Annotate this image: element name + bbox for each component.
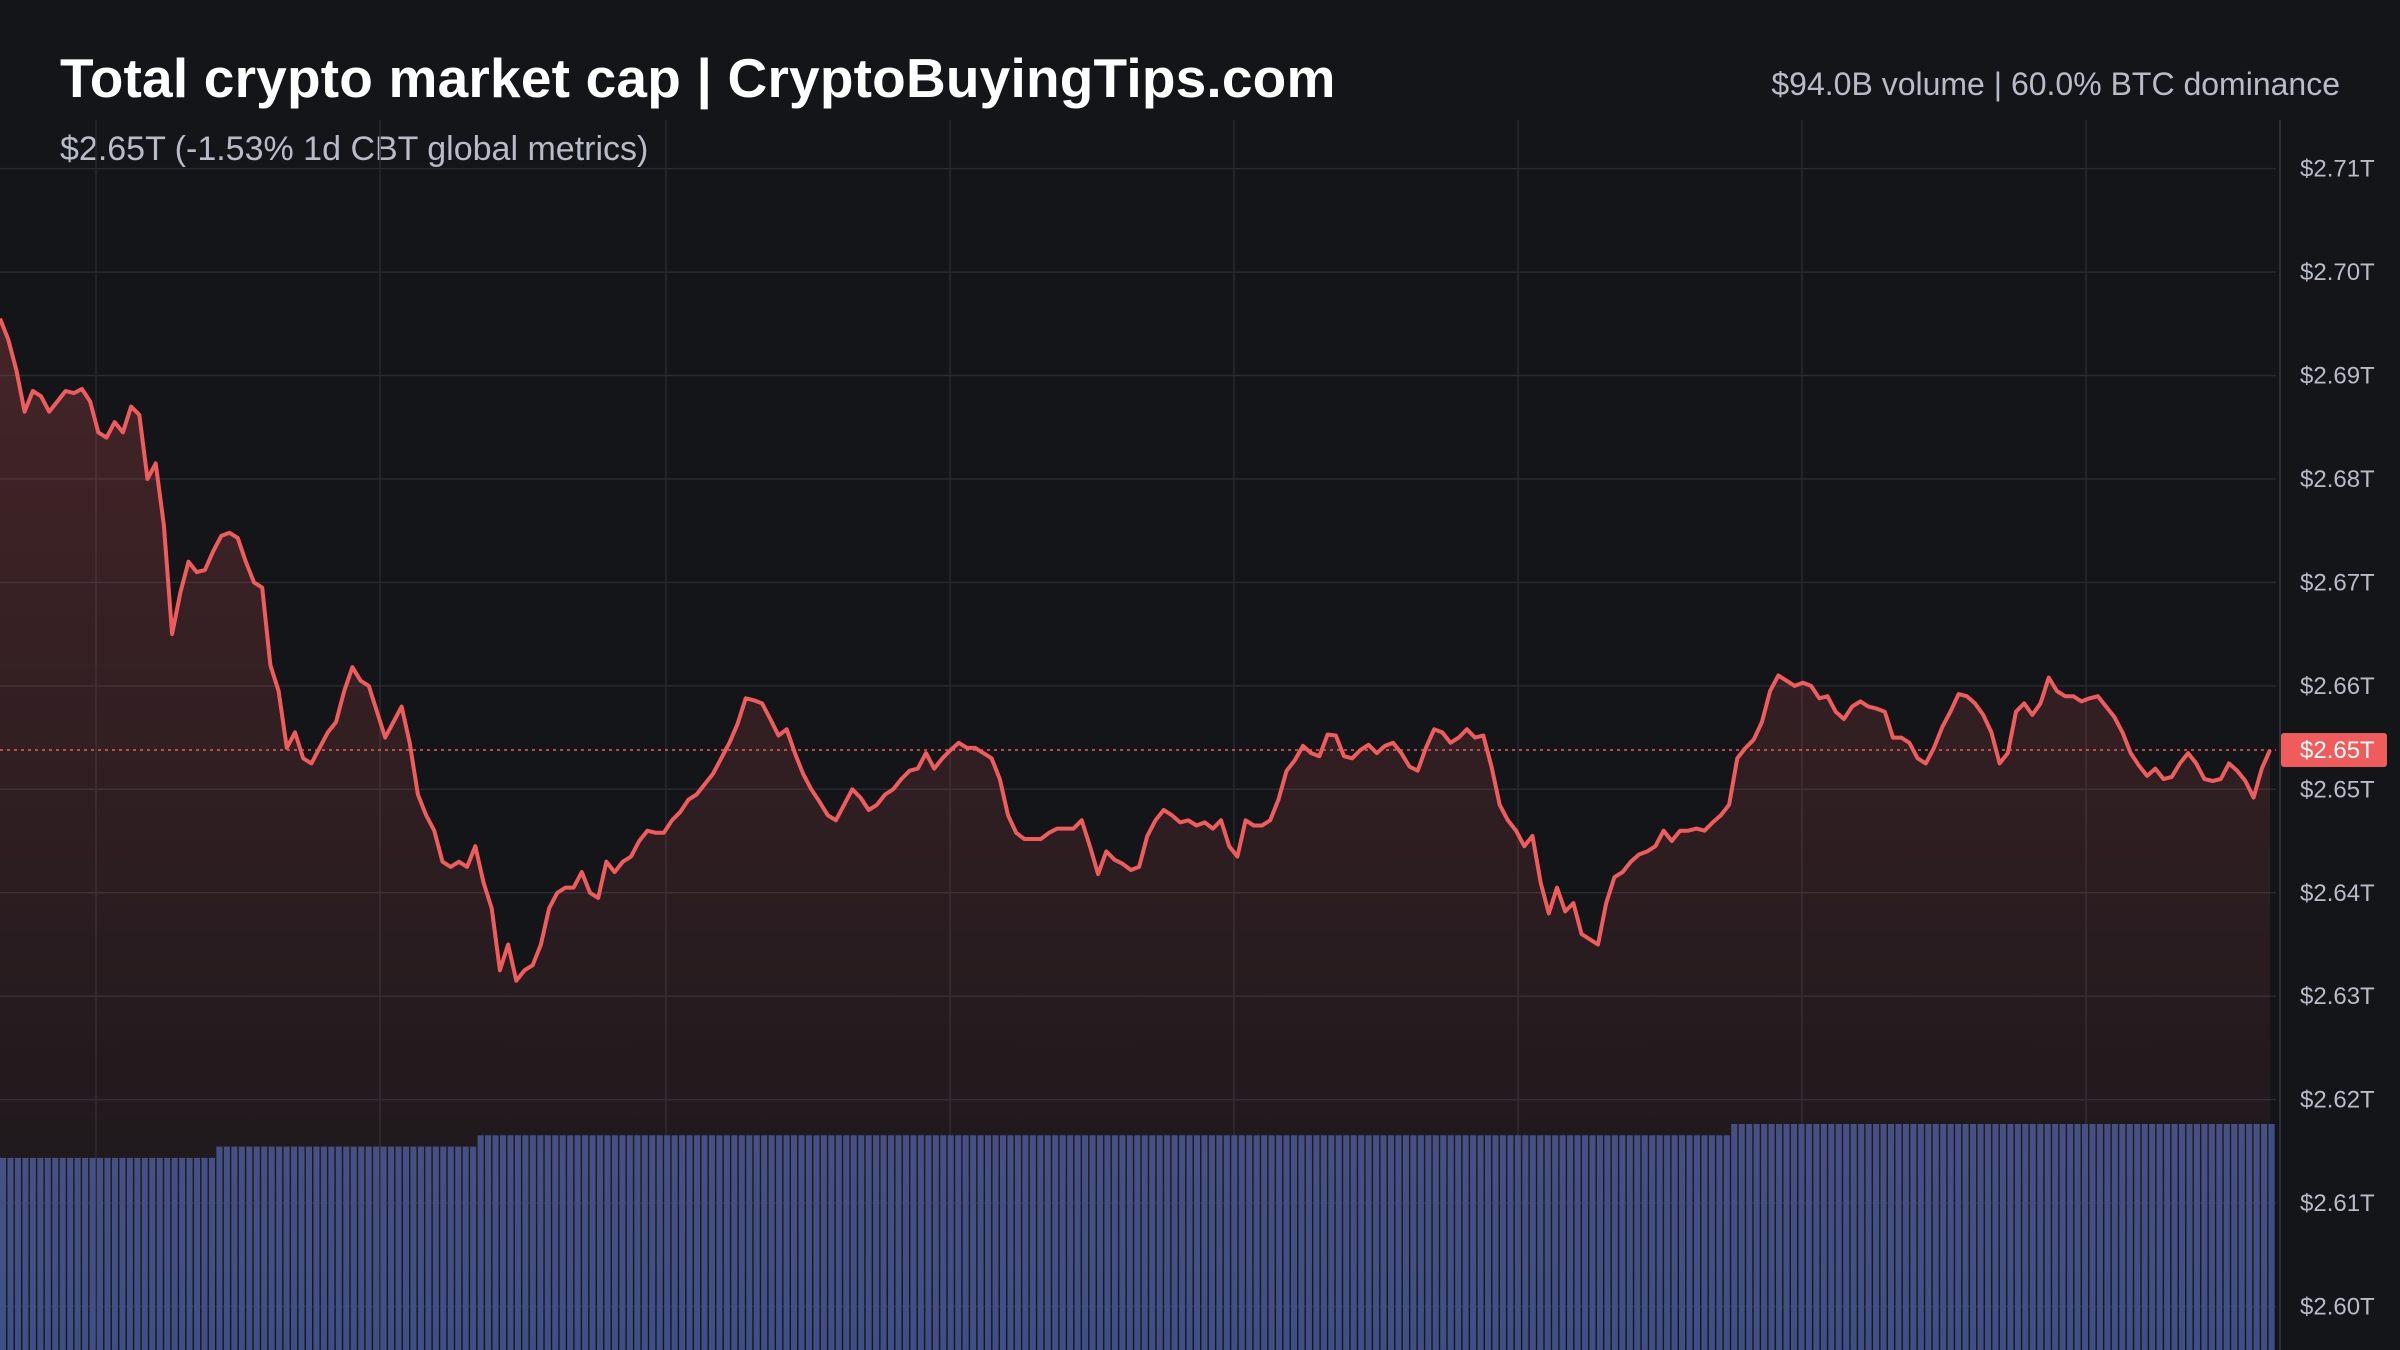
y-tick-label: $2.61T [2300, 1190, 2375, 1217]
y-tick-label: $2.70T [2300, 259, 2375, 286]
y-tick-label: $2.60T [2300, 1294, 2375, 1321]
y-tick-label: $2.65T [2300, 776, 2375, 803]
y-tick-label: $2.63T [2300, 983, 2375, 1010]
price-area [0, 318, 2270, 1350]
y-tick-label: $2.64T [2300, 880, 2375, 907]
current-price-tag: $2.65T [2281, 733, 2387, 767]
y-tick-label: $2.68T [2300, 466, 2375, 493]
chart-subtitle: $2.65T (-1.53% 1d CBT global metrics) [60, 130, 649, 168]
chart-title: Total crypto market cap | CryptoBuyingTi… [60, 47, 1336, 109]
y-tick-label: $2.71T [2300, 156, 2375, 183]
y-tick-label: $2.69T [2300, 363, 2375, 390]
price-series-line [0, 317, 2272, 983]
y-tick-label: $2.67T [2300, 569, 2375, 596]
volume-bar [2268, 1124, 2275, 1350]
current-price-tag-label: $2.65T [2300, 737, 2375, 764]
y-tick-label: $2.66T [2300, 673, 2375, 700]
current-price-tag-bg [2281, 733, 2387, 767]
volume-dominance-stats: $94.0B volume | 60.0% BTC dominance [1771, 66, 2340, 102]
price-line [0, 317, 2276, 983]
y-tick-label: $2.62T [2300, 1087, 2375, 1114]
y-axis: $2.71T $2.70T $2.69T $2.68T $2.67T $2.66T $2.6… [2300, 156, 2375, 1321]
price-area-fill [0, 318, 2270, 1350]
